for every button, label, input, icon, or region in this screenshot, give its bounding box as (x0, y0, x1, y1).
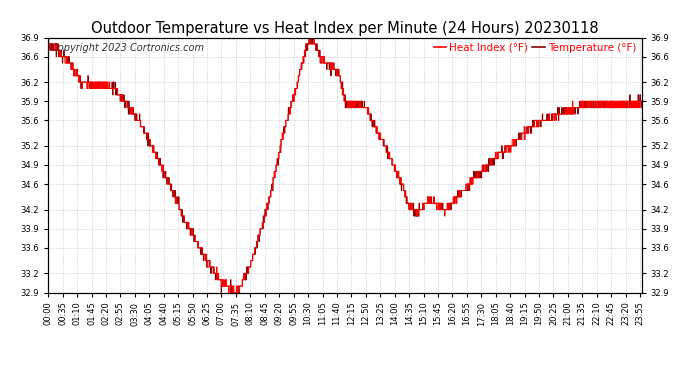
Temperature (°F) (176, 207, 184, 212)
Temperature (°F) (638, 99, 646, 104)
Heat Index (°F) (44, 48, 52, 52)
Heat Index (°F) (638, 99, 646, 104)
Heat Index (°F) (243, 271, 251, 276)
Temperature (°F) (44, 35, 52, 40)
Text: Copyright 2023 Cortronics.com: Copyright 2023 Cortronics.com (51, 43, 204, 52)
Heat Index (°F) (176, 207, 184, 212)
Temperature (°F) (567, 105, 575, 110)
Temperature (°F) (161, 176, 170, 180)
Line: Temperature (°F): Temperature (°F) (48, 38, 642, 299)
Legend: Heat Index (°F), Temperature (°F): Heat Index (°F), Temperature (°F) (430, 39, 640, 57)
Line: Heat Index (°F): Heat Index (°F) (48, 38, 642, 292)
Heat Index (°F) (515, 137, 524, 142)
Temperature (°F) (515, 131, 524, 135)
Heat Index (°F) (568, 105, 576, 110)
Temperature (°F) (437, 207, 446, 212)
Heat Index (°F) (305, 35, 313, 40)
Title: Outdoor Temperature vs Heat Index per Minute (24 Hours) 20230118: Outdoor Temperature vs Heat Index per Mi… (91, 21, 599, 36)
Temperature (°F) (229, 297, 237, 301)
Heat Index (°F) (224, 290, 233, 295)
Heat Index (°F) (161, 176, 170, 180)
Heat Index (°F) (438, 207, 446, 212)
Temperature (°F) (243, 271, 251, 276)
